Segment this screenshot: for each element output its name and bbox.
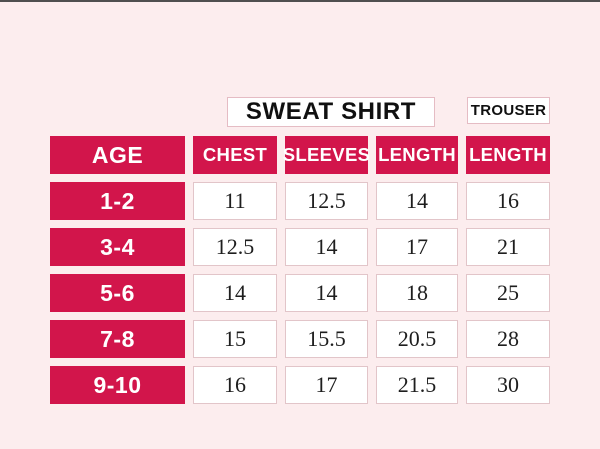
cell-5-6-chest: 14 — [193, 274, 277, 312]
trouser-section-label: TROUSER — [467, 97, 550, 124]
cell-7-8-length: 20.5 — [376, 320, 458, 358]
sweatshirt-section-label: SWEAT SHIRT — [227, 97, 435, 127]
cell-9-10-sleeves: 17 — [285, 366, 368, 404]
column-header-age: AGE — [50, 136, 185, 174]
age-row-label-7-8: 7-8 — [50, 320, 185, 358]
cell-3-4-sleeves: 14 — [285, 228, 368, 266]
cell-5-6-length: 18 — [376, 274, 458, 312]
cell-9-10-trouser-length: 30 — [466, 366, 550, 404]
cell-9-10-chest: 16 — [193, 366, 277, 404]
cell-7-8-trouser-length: 28 — [466, 320, 550, 358]
cell-5-6-trouser-length: 25 — [466, 274, 550, 312]
cell-3-4-length: 17 — [376, 228, 458, 266]
column-header-length-sweatshirt: LENGTH — [376, 136, 458, 174]
cell-9-10-length: 21.5 — [376, 366, 458, 404]
cell-1-2-chest: 11 — [193, 182, 277, 220]
cell-7-8-chest: 15 — [193, 320, 277, 358]
age-row-label-1-2: 1-2 — [50, 182, 185, 220]
column-header-sleeves: SLEEVES — [283, 136, 370, 174]
age-row-label-9-10: 9-10 — [50, 366, 185, 404]
cell-1-2-length: 14 — [376, 182, 458, 220]
column-header-length-trouser: LENGTH — [466, 136, 550, 174]
age-row-label-3-4: 3-4 — [50, 228, 185, 266]
top-edge-line — [0, 0, 600, 2]
cell-7-8-sleeves: 15.5 — [285, 320, 368, 358]
cell-3-4-trouser-length: 21 — [466, 228, 550, 266]
cell-1-2-trouser-length: 16 — [466, 182, 550, 220]
column-header-chest: CHEST — [193, 136, 277, 174]
cell-3-4-chest: 12.5 — [193, 228, 277, 266]
cell-1-2-sleeves: 12.5 — [285, 182, 368, 220]
cell-5-6-sleeves: 14 — [285, 274, 368, 312]
age-row-label-5-6: 5-6 — [50, 274, 185, 312]
